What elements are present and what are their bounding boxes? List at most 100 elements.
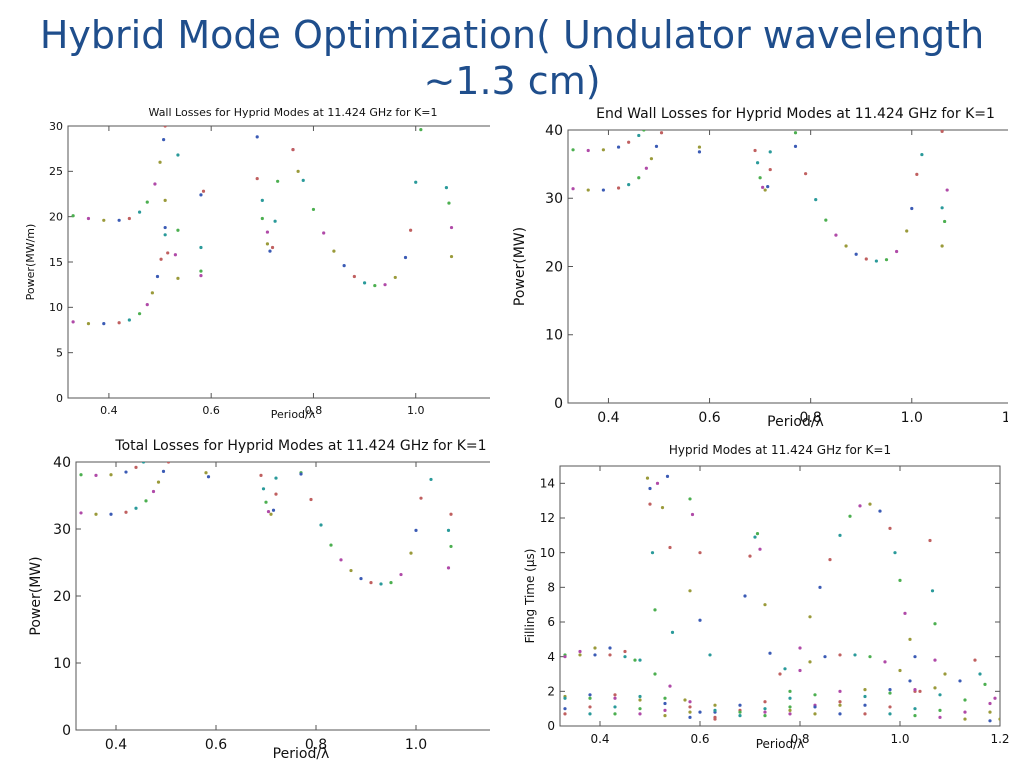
y-axis-label: Power(MW/m) (24, 224, 37, 301)
data-point (271, 508, 276, 512)
data-point (713, 715, 717, 719)
data-point (563, 655, 567, 659)
points-layer (79, 462, 453, 586)
data-point (649, 157, 654, 161)
data-point (134, 506, 138, 510)
data-point (276, 179, 280, 183)
data-point (71, 320, 75, 324)
data-point (586, 188, 590, 192)
data-point (389, 581, 393, 585)
data-point (697, 145, 702, 149)
data-point (808, 615, 812, 619)
data-point (79, 511, 83, 515)
data-point (268, 249, 272, 253)
data-point (638, 694, 642, 699)
data-point (793, 144, 798, 148)
data-point (613, 696, 617, 700)
data-point (920, 152, 924, 157)
data-point (623, 655, 627, 659)
data-point (913, 688, 917, 692)
data-point (163, 233, 167, 237)
x-axis-label: Period/λ (756, 737, 805, 751)
data-point (763, 710, 767, 714)
data-point (930, 589, 935, 593)
data-point (141, 462, 146, 464)
plot-frame (75, 461, 490, 731)
data-point (808, 660, 812, 664)
data-point (206, 475, 211, 479)
data-point (698, 551, 702, 555)
plot-frame (567, 129, 1008, 404)
data-point (910, 206, 914, 211)
data-point (838, 700, 842, 704)
y-tick-label: 15 (49, 256, 63, 269)
data-point (429, 477, 433, 482)
data-point (838, 689, 842, 693)
data-point (109, 512, 113, 516)
y-tick-label: 40 (545, 123, 563, 139)
data-point (761, 185, 765, 189)
y-tick-label: 10 (545, 328, 563, 344)
data-point (938, 693, 942, 697)
y-tick-label: 20 (49, 211, 63, 224)
data-point (274, 476, 278, 480)
data-point (688, 700, 692, 704)
chart-total-losses: Total Losses for Hyprid Modes at 11.424 … (28, 438, 490, 762)
data-point (913, 707, 917, 711)
data-point (578, 653, 582, 657)
data-point (864, 257, 868, 261)
data-point (613, 705, 617, 709)
data-point (905, 229, 909, 233)
data-point (888, 526, 892, 530)
data-point (586, 148, 590, 153)
data-point (778, 672, 782, 676)
data-point (608, 646, 612, 650)
data-point (593, 646, 597, 650)
data-point (858, 504, 862, 508)
data-point (419, 128, 423, 132)
data-point (144, 499, 148, 503)
y-tick-label: 0 (547, 719, 555, 733)
data-point (814, 198, 818, 202)
data-point (868, 502, 872, 506)
data-point (893, 551, 897, 555)
data-point (383, 283, 387, 287)
data-point (958, 679, 962, 683)
data-point (260, 198, 264, 202)
x-tick-label: 0.4 (597, 410, 619, 426)
data-point (648, 502, 652, 506)
x-tick-label: 1.0 (901, 410, 923, 426)
data-point (633, 658, 637, 662)
data-point (753, 148, 757, 153)
data-point (102, 218, 106, 222)
data-point (783, 667, 787, 671)
y-tick-label: 10 (53, 656, 71, 672)
chart-title: Hyprid Modes at 11.424 GHz for K=1 (669, 443, 891, 457)
x-tick-label: 0.6 (202, 404, 220, 417)
data-point (888, 688, 892, 692)
data-point (332, 249, 336, 253)
data-point (260, 216, 264, 221)
data-point (588, 712, 592, 716)
data-point (145, 200, 149, 204)
data-point (134, 465, 138, 469)
data-point (158, 160, 162, 164)
data-point (743, 594, 747, 598)
y-tick-label: 30 (49, 120, 63, 133)
data-point (419, 496, 423, 500)
data-point (109, 473, 113, 477)
data-point (86, 322, 91, 326)
data-point (563, 696, 567, 700)
data-point (863, 703, 867, 707)
data-point (713, 708, 717, 712)
data-point (788, 696, 792, 700)
data-point (265, 230, 270, 234)
data-point (768, 651, 772, 655)
data-point (938, 715, 942, 719)
data-point (940, 130, 944, 133)
data-point (446, 566, 451, 570)
data-point (265, 242, 270, 246)
y-tick-label: 0 (56, 392, 63, 405)
data-point (688, 715, 692, 719)
data-point (71, 214, 75, 218)
